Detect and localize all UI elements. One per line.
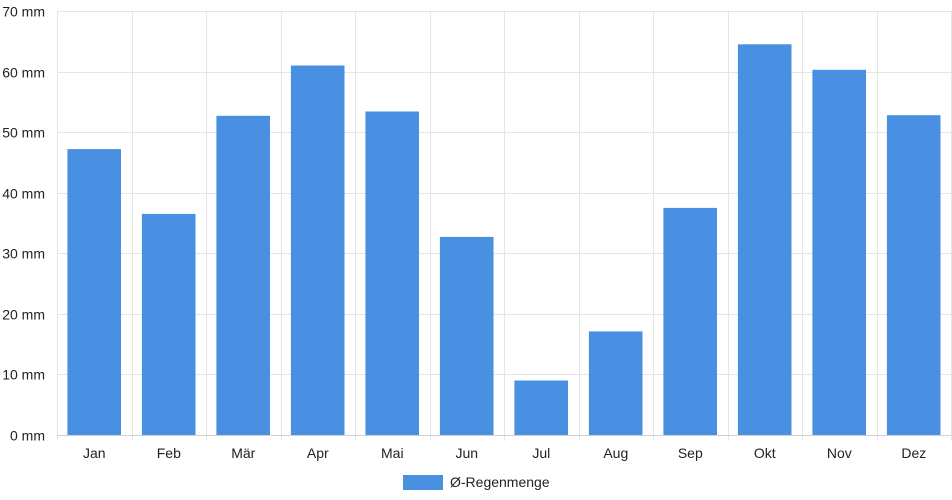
x-tick-label: Dez — [901, 445, 926, 461]
legend-label[interactable]: Ø-Regenmenge — [450, 474, 550, 490]
bar-feb[interactable] — [141, 213, 196, 435]
bar-okt[interactable] — [737, 44, 792, 436]
y-tick-label: 70 mm — [2, 4, 45, 20]
y-tick-label: 40 mm — [2, 186, 45, 202]
x-tick-label: Okt — [754, 445, 776, 461]
x-tick-label: Aug — [603, 445, 628, 461]
bar-mär[interactable] — [216, 115, 270, 436]
y-tick-label: 50 mm — [2, 125, 45, 141]
y-tick-label: 20 mm — [2, 307, 45, 323]
bar-aug[interactable] — [588, 331, 643, 435]
bar-nov[interactable] — [812, 69, 866, 436]
bar-jun[interactable] — [439, 236, 494, 435]
x-tick-label: Jun — [456, 445, 479, 461]
legend-swatch[interactable] — [403, 475, 443, 490]
bar-apr[interactable] — [290, 65, 345, 436]
legend[interactable]: Ø-Regenmenge — [403, 474, 550, 490]
y-tick-label: 0 mm — [10, 428, 45, 444]
axes: 0 mm 10 mm 20 mm 30 mm 40 mm 50 mm 60 mm 70 mm J… — [2, 4, 951, 461]
bar-jul[interactable] — [514, 380, 568, 436]
x-tick-label: Sep — [678, 445, 703, 461]
y-tick-label: 30 mm — [2, 246, 45, 262]
bar-dez[interactable] — [886, 115, 941, 435]
x-tick-label: Jan — [83, 445, 106, 461]
x-tick-label: Mär — [231, 445, 255, 461]
grid-lines — [57, 11, 952, 441]
x-tick-label: Jul — [532, 445, 550, 461]
y-tick-label: 10 mm — [2, 367, 45, 383]
bar-mai[interactable] — [365, 111, 419, 436]
x-tick-label: Apr — [307, 445, 329, 461]
bar-jan[interactable] — [67, 149, 121, 435]
bars — [67, 44, 941, 436]
x-tick-label: Nov — [827, 445, 852, 461]
x-tick-label: Feb — [157, 445, 181, 461]
x-tick-label: Mai — [381, 445, 404, 461]
y-tick-label: 60 mm — [2, 65, 45, 81]
bar-sep[interactable] — [663, 207, 717, 435]
